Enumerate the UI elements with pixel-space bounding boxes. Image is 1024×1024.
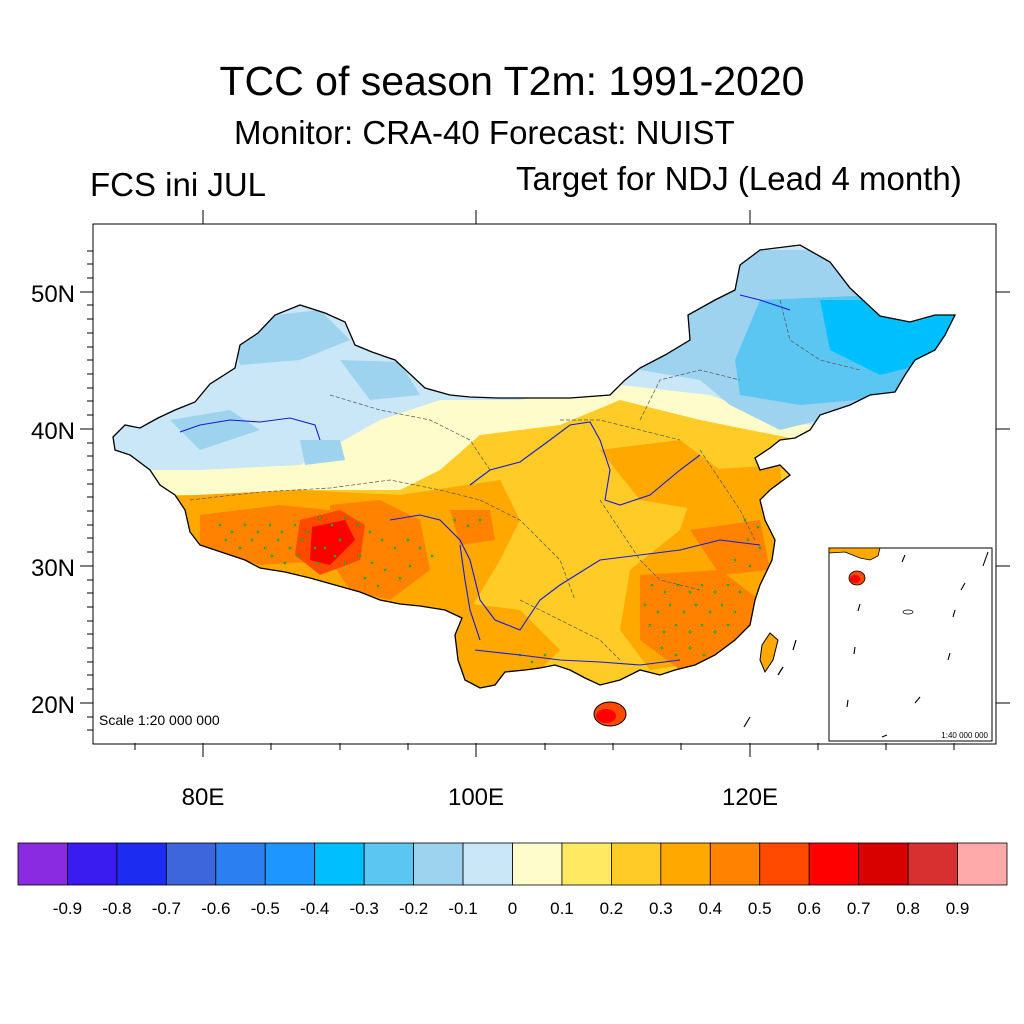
colorbar-tick-label: -0.9: [53, 899, 82, 918]
colorbar-tick-label: 0: [508, 899, 517, 918]
colorbar-box: [67, 842, 118, 886]
colorbar-box: [363, 842, 414, 886]
lat-label-40n: 40N: [31, 418, 75, 445]
colorbar-box: [561, 842, 612, 886]
colorbar-tick-label: 0.2: [600, 899, 624, 918]
colorbar-box: [512, 842, 563, 886]
colorbar-tick-label: -0.5: [251, 899, 280, 918]
lon-label-100e: 100E: [448, 784, 504, 811]
significance-dots: [218, 516, 762, 664]
colorbar-box: [808, 842, 860, 886]
map-subtitle: Monitor: CRA-40 Forecast: NUIST: [234, 114, 735, 151]
target-season-label: Target for NDJ (Lead 4 month): [516, 160, 962, 197]
colorbar-box: [215, 842, 266, 886]
colorbar-tick-label: -0.8: [102, 899, 131, 918]
colorbar-tick-label: 0.3: [649, 899, 673, 918]
colorbar-tick-label: -0.4: [300, 899, 329, 918]
colorbar-box: [165, 842, 217, 886]
lat-label-30n: 30N: [31, 555, 75, 582]
colorbar-labels: -0.9 -0.8 -0.7 -0.6 -0.5 -0.4 -0.3 -0.2 -0.1 0 0.1…: [53, 899, 970, 918]
colorbar-box: [314, 842, 365, 886]
colorbar-box: [709, 842, 761, 886]
inset-scale-label: 1:40 000 000: [941, 731, 988, 740]
colorbar-tick-label: -0.7: [152, 899, 181, 918]
colorbar-tick-label: -0.3: [350, 899, 379, 918]
colorbar-box: [660, 842, 711, 886]
hainan-island: [593, 701, 627, 727]
lat-label-50n: 50N: [31, 281, 75, 308]
lon-label-120e: 120E: [722, 784, 778, 811]
colorbar-tick-label: 0.8: [896, 899, 920, 918]
rivers: [179, 294, 791, 666]
province-boundaries: [189, 299, 861, 661]
initialization-label: FCS ini JUL: [90, 166, 267, 203]
colorbar-box: [116, 842, 167, 886]
colorbar-tick-label: 0.6: [797, 899, 821, 918]
colorbar-tick-label: -0.2: [399, 899, 428, 918]
map-frame: [92, 223, 997, 745]
colorbar-box: [611, 842, 662, 886]
latitude-ticks: [80, 250, 1010, 731]
map-title: TCC of season T2m: 1991-2020: [219, 58, 805, 104]
colorbar-box: [858, 842, 909, 886]
colorbar-box: [907, 842, 958, 886]
colorbar-tick-label: -0.1: [448, 899, 477, 918]
colorbar-tick-label: 0.7: [847, 899, 871, 918]
colorbar-box: [413, 842, 464, 886]
colorbar-box: [17, 842, 68, 886]
colorbar-box: [264, 842, 316, 886]
colorbar-tick-label: 0.5: [748, 899, 772, 918]
colorbar-boxes: [17, 842, 1008, 886]
taiwan-island: [759, 632, 779, 674]
colorbar-tick-label: 0.4: [698, 899, 722, 918]
china-outline: [112, 244, 957, 689]
lon-label-80e: 80E: [182, 784, 225, 811]
sea-boundary-dashes: [743, 639, 797, 728]
colorbar-tick-label: -0.6: [201, 899, 230, 918]
colorbar-box: [957, 842, 1008, 886]
colorbar-tick-label: 0.1: [550, 899, 574, 918]
colorbar-box: [462, 842, 513, 886]
colorbar-box: [759, 842, 810, 886]
map-scale-label: Scale 1:20 000 000: [99, 712, 220, 728]
colorbar-tick-label: 0.9: [946, 899, 970, 918]
lat-label-20n: 20N: [31, 692, 75, 719]
south-china-sea-inset: 1:40 000 000: [828, 547, 993, 742]
